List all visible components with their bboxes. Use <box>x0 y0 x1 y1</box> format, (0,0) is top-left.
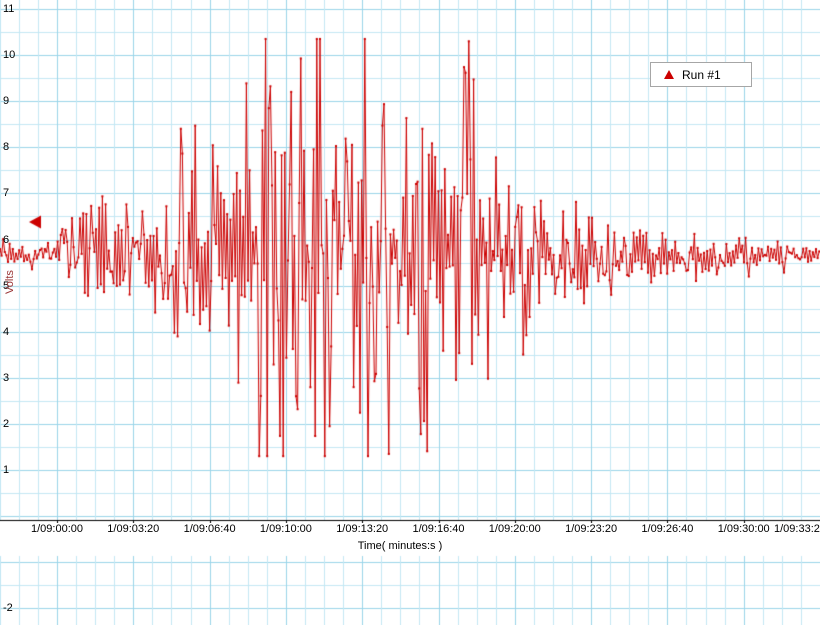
legend-series-label: Run #1 <box>682 67 721 82</box>
y-tick-label: 4 <box>3 325 10 338</box>
y-axis-label: Volts <box>4 270 16 294</box>
x-tick-label: 1/09:26:40 <box>640 523 695 535</box>
x-tick-label: 1/09:10:00 <box>258 523 313 535</box>
y-tick-label: 6 <box>3 233 10 246</box>
y-tick-label: 1 <box>3 464 10 476</box>
x-tick-label: 1/09:06:40 <box>182 523 237 535</box>
y-tick-label: 3 <box>3 371 10 384</box>
legend-triangle-icon <box>664 70 674 79</box>
x-tick-label: 1/09:03:20 <box>106 523 161 535</box>
y-tick-label: 5 <box>3 279 10 292</box>
legend: Run #1 <box>650 62 752 87</box>
x-tick-label: 1/09:20:00 <box>487 523 542 535</box>
x-tick-label: 1/09:33:20 <box>773 523 820 535</box>
y-tick-label: 8 <box>3 141 10 154</box>
y-tick-label: 2 <box>3 417 10 430</box>
y-tick-label: 10 <box>3 49 16 62</box>
x-axis-title: Time( minutes:s ) <box>357 540 443 552</box>
x-tick-label: 1/09:00:00 <box>30 523 84 535</box>
y-tick-label: 11 <box>3 3 15 15</box>
y-tick-label: 9 <box>3 95 10 108</box>
x-tick-label: 1/09:30:00 <box>716 523 771 535</box>
y-tick-label: -2 <box>3 602 13 615</box>
x-tick-label: 1/09:16:40 <box>411 523 466 535</box>
x-tick-label: 1/09:13:20 <box>335 523 390 535</box>
x-tick-label: 1/09:23:20 <box>564 523 619 535</box>
y-tick-label: 7 <box>3 187 10 200</box>
